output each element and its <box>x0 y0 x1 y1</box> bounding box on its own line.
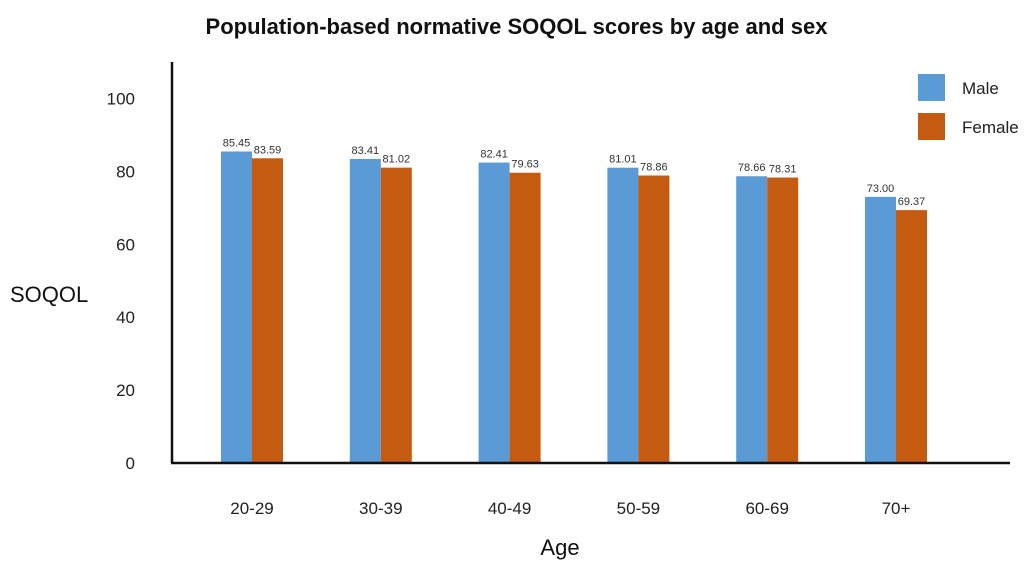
legend-swatch-female <box>918 113 945 140</box>
bar-female <box>509 172 541 463</box>
y-tick-label: 40 <box>116 308 135 327</box>
bar-male <box>221 151 252 463</box>
chart-title: Population-based normative SOQOL scores … <box>205 14 828 39</box>
x-category-label: 40-49 <box>488 499 531 518</box>
data-label: 69.37 <box>898 196 926 208</box>
bar-female <box>252 158 283 463</box>
legend-label-male: Male <box>962 79 999 98</box>
y-tick-label: 20 <box>116 381 135 400</box>
x-category-label: 50-59 <box>617 499 660 518</box>
data-label: 78.86 <box>640 162 668 174</box>
y-ticks-layer: 0 20 40 60 80 100 <box>107 89 135 473</box>
bar-male <box>349 158 381 464</box>
bar-female <box>638 175 670 463</box>
y-axis-title: SOQOL <box>10 282 88 307</box>
x-category-label: 60-69 <box>745 499 788 518</box>
data-label: 82.41 <box>480 149 508 161</box>
data-label: 78.31 <box>769 164 797 176</box>
data-label: 85.45 <box>223 137 251 149</box>
y-tick-label: 0 <box>126 454 135 473</box>
bars-layer <box>221 151 927 464</box>
bar-male <box>607 167 639 463</box>
data-label: 81.01 <box>609 154 637 166</box>
y-tick-label: 80 <box>116 162 135 181</box>
legend-label-female: Female <box>962 118 1019 137</box>
x-category-label: 30-39 <box>359 499 402 518</box>
data-label: 83.41 <box>352 145 380 157</box>
bar-male <box>478 162 510 463</box>
data-label: 83.59 <box>254 144 282 156</box>
x-category-label: 20-29 <box>230 499 273 518</box>
bar-male <box>736 176 768 464</box>
x-category-label: 70+ <box>882 499 911 518</box>
x-axis-title: Age <box>540 535 579 560</box>
legend: Male Female <box>918 74 1019 140</box>
bar-female <box>767 177 799 463</box>
x-category-layer: 20-29 30-39 40-49 50-59 60-69 70+ <box>230 499 910 518</box>
bar-male <box>865 196 896 463</box>
axes-layer <box>170 62 1010 465</box>
data-label: 73.00 <box>867 183 895 195</box>
legend-swatch-male <box>918 74 945 101</box>
bar-female <box>380 167 412 464</box>
data-label: 81.02 <box>383 154 411 166</box>
y-tick-label: 60 <box>116 235 135 254</box>
y-tick-label: 100 <box>107 89 135 108</box>
data-label: 79.63 <box>511 159 539 171</box>
bar-female <box>896 210 927 463</box>
data-label: 78.66 <box>738 162 766 174</box>
